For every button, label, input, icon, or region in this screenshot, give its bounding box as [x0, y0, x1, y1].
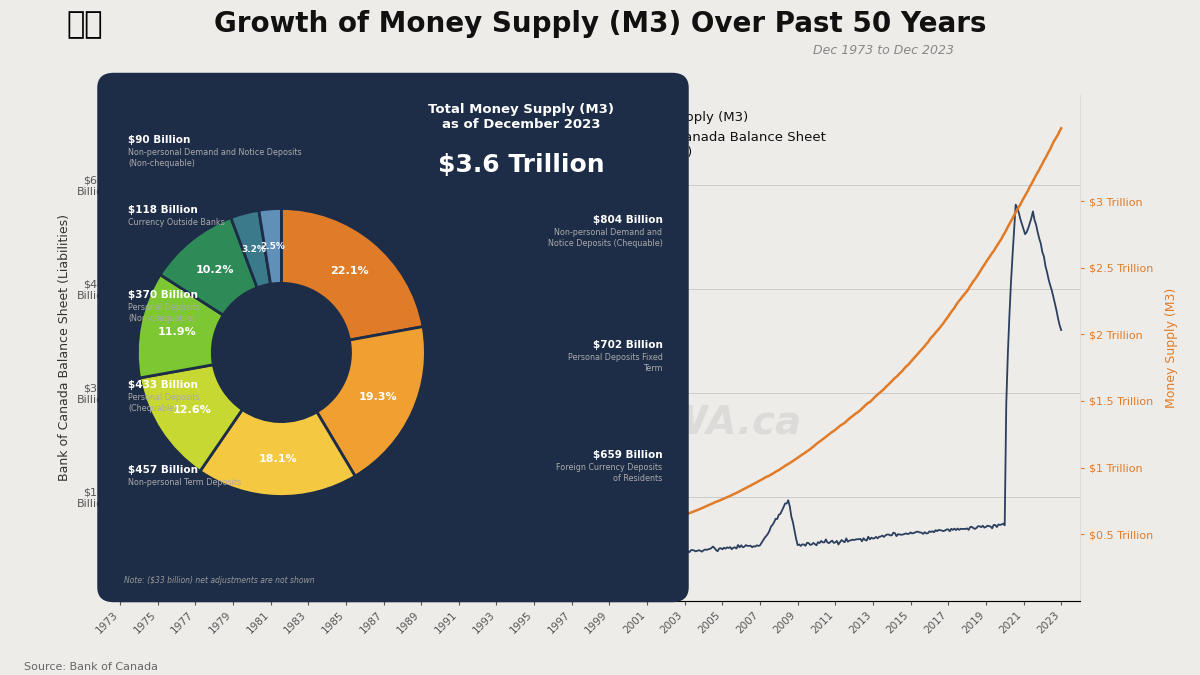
- Text: $702 Billion: $702 Billion: [593, 340, 662, 350]
- Text: Source: Bank of Canada: Source: Bank of Canada: [24, 662, 158, 672]
- Wedge shape: [230, 210, 270, 288]
- Text: WOWA.ca: WOWA.ca: [154, 425, 320, 453]
- Text: Non-personal Demand and
Notice Deposits (Chequable): Non-personal Demand and Notice Deposits …: [547, 228, 662, 248]
- Text: $457 Billion: $457 Billion: [128, 464, 198, 475]
- Text: $3.6 Trillion: $3.6 Trillion: [438, 153, 605, 178]
- Y-axis label: Money Supply (M3): Money Supply (M3): [1164, 288, 1177, 408]
- Text: Personal Deposits Fixed
Term: Personal Deposits Fixed Term: [568, 353, 662, 373]
- Text: $118 Billion: $118 Billion: [128, 205, 198, 215]
- Text: 22.1%: 22.1%: [330, 266, 368, 275]
- Wedge shape: [200, 410, 355, 497]
- Text: 18.1%: 18.1%: [259, 454, 298, 464]
- Text: $433 Billion: $433 Billion: [128, 380, 198, 389]
- Text: $90 Billion: $90 Billion: [128, 135, 191, 145]
- Wedge shape: [259, 209, 281, 284]
- Text: $804 Billion: $804 Billion: [593, 215, 662, 225]
- Text: 10.2%: 10.2%: [196, 265, 234, 275]
- Wedge shape: [139, 364, 242, 471]
- Text: $659 Billion: $659 Billion: [593, 450, 662, 460]
- Wedge shape: [317, 327, 425, 476]
- Text: Total Money Supply (M3)
as of December 2023: Total Money Supply (M3) as of December 2…: [428, 103, 614, 131]
- Text: 19.3%: 19.3%: [359, 392, 397, 402]
- Text: Personal Deposits
(Non-chequable): Personal Deposits (Non-chequable): [128, 303, 200, 323]
- Text: 🇨🇦: 🇨🇦: [66, 10, 102, 39]
- Legend: Money Supply (M3), Bank of Canada Balance Sheet
(Liabilities): Money Supply (M3), Bank of Canada Balanc…: [577, 106, 832, 164]
- Text: Dec 1973 to Dec 2023: Dec 1973 to Dec 2023: [814, 44, 954, 57]
- Text: Currency Outside Banks: Currency Outside Banks: [128, 218, 226, 227]
- Text: Foreign Currency Deposits
of Residents: Foreign Currency Deposits of Residents: [557, 463, 662, 483]
- Text: 2.5%: 2.5%: [260, 242, 286, 250]
- Text: WOWA.ca: WOWA.ca: [590, 404, 802, 443]
- FancyBboxPatch shape: [97, 73, 689, 602]
- Text: $370 Billion: $370 Billion: [128, 290, 198, 300]
- Text: Non-personal Term Deposits: Non-personal Term Deposits: [128, 478, 241, 487]
- Text: Growth of Money Supply (M3) Over Past 50 Years: Growth of Money Supply (M3) Over Past 50…: [214, 10, 986, 38]
- Text: 3.2%: 3.2%: [241, 245, 266, 254]
- Wedge shape: [161, 217, 257, 315]
- Y-axis label: Bank of Canada Balance Sheet (Liabilities): Bank of Canada Balance Sheet (Liabilitie…: [59, 214, 72, 481]
- Text: Personal Deposits
(Chequable): Personal Deposits (Chequable): [128, 393, 200, 413]
- Wedge shape: [138, 275, 223, 378]
- Text: 11.9%: 11.9%: [157, 327, 197, 337]
- Text: 12.6%: 12.6%: [173, 406, 211, 415]
- Wedge shape: [281, 209, 424, 340]
- Text: Note: ($33 billion) net adjustments are not shown: Note: ($33 billion) net adjustments are …: [124, 576, 314, 585]
- Text: Non-personal Demand and Notice Deposits
(Non-chequable): Non-personal Demand and Notice Deposits …: [128, 148, 302, 169]
